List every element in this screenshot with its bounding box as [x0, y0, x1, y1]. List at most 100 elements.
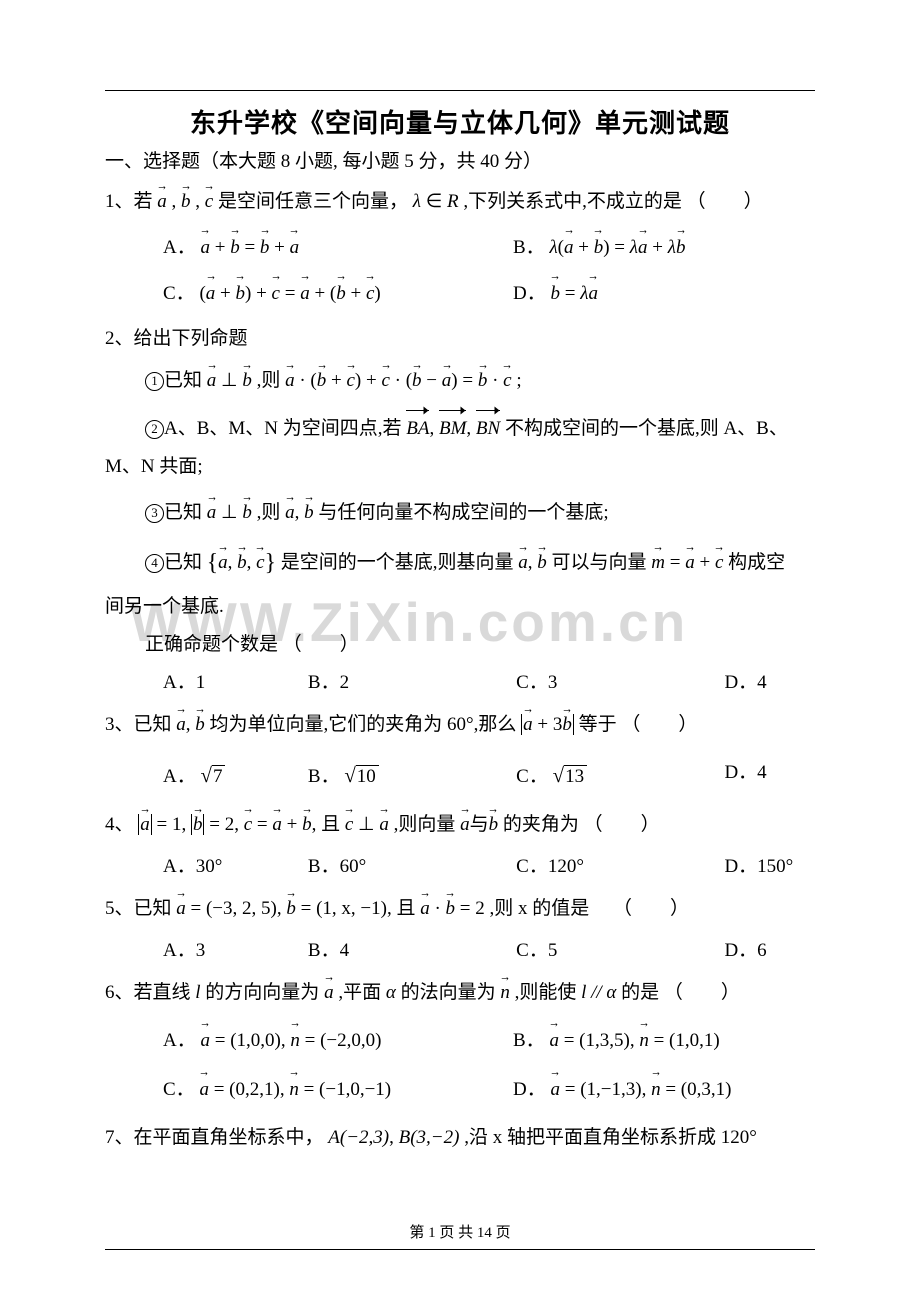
q3-opt-d: D．4 — [724, 748, 815, 802]
q2-p2-line2: M、N 共面; — [105, 448, 815, 486]
q1-mid: 是空间任意三个向量， — [218, 191, 408, 212]
q6-a-label: A． — [163, 1030, 196, 1051]
q4-opt-b: B．60° — [308, 848, 516, 886]
q5-opt-b: B．4 — [308, 932, 516, 970]
q6-mid2: ,平面 — [338, 982, 381, 1003]
q3-c-val: 13 — [564, 765, 587, 787]
q2-p4-mid1: 是空间的一个基底,则基向量 — [281, 552, 514, 573]
q3-mid1: 均为单位向量,它们的夹角为 60°,那么 — [210, 714, 517, 735]
q6-a-n: (−2,0,0) — [320, 1030, 381, 1051]
q1-row1: A． a + b = b + a B． λ(a + b) = λa + λb — [163, 225, 815, 271]
q6-c-n: (−1,0,−1) — [319, 1079, 391, 1100]
q7-prefix: 7、在平面直角坐标系中， — [105, 1127, 324, 1148]
q1-stem: 1、若 a , b , c 是空间任意三个向量， λ ∈ R ,下列关系式中,不… — [105, 183, 815, 221]
q3-options: A． √7 B． √10 C． √13 D．4 — [163, 748, 815, 802]
q5-b-coords: (1, x, −1) — [316, 898, 387, 919]
q7-A: A(−2,3) — [328, 1127, 389, 1148]
q2-p1: 1已知 a ⊥ b ,则 a · (b + c) + c · (b − a) =… — [145, 362, 815, 400]
q5-opt-a: A．3 — [163, 932, 308, 970]
q6-d-a: (1,−1,3) — [580, 1079, 641, 1100]
q1-b-label: B． — [513, 237, 545, 258]
q6-stem: 6、若直线 l 的方向向量为 a ,平面 α 的法向量为 n ,则能使 l //… — [105, 974, 815, 1012]
q2-p2: 2A、B、M、N 为空间四点,若 BA, BM, BN 不构成空间的一个基底,则… — [145, 410, 815, 448]
q1-opt-c: C． (a + b) + c = a + (b + c) — [163, 271, 513, 317]
q2-p3-mid: ,则 — [257, 502, 281, 523]
q3-tail: 等于 — [579, 714, 617, 735]
q6-opt-d: D． a = (1,−1,3), n = (0,3,1) — [513, 1065, 793, 1114]
q6-l: l — [195, 982, 200, 1003]
q2-opt-d: D．4 — [724, 664, 815, 702]
q6-alpha: α — [386, 982, 396, 1003]
q6-parallel: l // α — [581, 982, 616, 1003]
circled-3-icon: 3 — [145, 504, 164, 523]
q6-prefix: 6、若直线 — [105, 982, 191, 1003]
q1-a-label: A． — [163, 237, 196, 258]
q6-b-n: (1,0,1) — [669, 1030, 720, 1051]
q2-opt-b: B．2 — [308, 664, 516, 702]
q2-p2-prefix: A、B、M、N 为空间四点,若 — [164, 418, 402, 439]
q3-stem: 3、已知 a, b 均为单位向量,它们的夹角为 60°,那么 a + 3b 等于… — [105, 706, 815, 744]
q2-p4-line2: 间另一个基底. — [105, 588, 815, 626]
circled-1-icon: 1 — [145, 372, 164, 391]
q5-prefix: 5、已知 — [105, 898, 172, 919]
q1-d-label: D． — [513, 283, 546, 304]
q3-b-val: 10 — [356, 765, 379, 787]
q7-stem: 7、在平面直角坐标系中， A(−2,3), B(3,−2) ,沿 x 轴把平面直… — [105, 1119, 815, 1157]
q5-options: A．3 B．4 C．5 D．6 — [163, 932, 815, 970]
q6-d-n: (0,3,1) — [681, 1079, 732, 1100]
q2-p4: 4已知 {a, b, c} 是空间的一个基底,则基向量 a, b 可以与向量 m… — [145, 540, 815, 588]
q2-p3-tail: 与任何向量不构成空间的一个基底; — [318, 502, 608, 523]
q2-p1-tail: ; — [516, 370, 521, 391]
q2-p1-mid: ,则 — [257, 370, 281, 391]
q6-row1: A． a = (1,0,0), n = (−2,0,0) B． a = (1,3… — [163, 1016, 815, 1065]
q4-tail: 的夹角为 — [503, 814, 579, 835]
q4-opt-c: C．120° — [516, 848, 724, 886]
q5-opt-c: C．5 — [516, 932, 724, 970]
q6-mid1: 的方向向量为 — [205, 982, 319, 1003]
q5-a-coords: (−3, 2, 5) — [206, 898, 277, 919]
q3-opt-b: B． √10 — [308, 748, 516, 802]
q2-p4-prefix: 已知 — [164, 552, 202, 573]
q6-a-a: (1,0,0) — [230, 1030, 281, 1051]
circled-4-icon: 4 — [145, 554, 164, 573]
q1-suffix: ,下列关系式中,不成立的是 — [463, 191, 682, 212]
q1-opt-d: D． b = λa — [513, 271, 793, 317]
q1-blank: （ ） — [687, 191, 763, 212]
q2-p2-mid: 不构成空间的一个基底,则 A、B、 — [505, 418, 788, 439]
q2-p4-tail: 构成空 — [728, 552, 785, 573]
rule-top — [105, 90, 815, 91]
q6-row2: C． a = (0,2,1), n = (−1,0,−1) D． a = (1,… — [163, 1065, 815, 1114]
q7-tail: ,沿 x 轴把平面直角坐标系折成 120° — [464, 1127, 757, 1148]
q4-stem: 4、 a = 1, b = 2, c = a + b, 且 c ⊥ a ,则向量… — [105, 806, 815, 844]
q5-mid: 且 — [396, 898, 415, 919]
circled-2-icon: 2 — [145, 420, 164, 439]
q6-b-label: B． — [513, 1030, 545, 1051]
q6-d-label: D． — [513, 1079, 546, 1100]
q3-opt-a: A． √7 — [163, 748, 308, 802]
q2-ask: 正确命题个数是 （ ） — [145, 626, 815, 664]
q3-opt-c: C． √13 — [516, 748, 724, 802]
q7-B: B(3,−2) — [399, 1127, 460, 1148]
q6-c-label: C． — [163, 1079, 195, 1100]
q1-row2: C． (a + b) + c = a + (b + c) D． b = λa — [163, 271, 815, 317]
q3-a-label: A． — [163, 766, 196, 787]
page-title: 东升学校《空间向量与立体几何》单元测试题 — [105, 103, 815, 140]
q2-options: A．1 B．2 C．3 D．4 — [163, 664, 815, 702]
q5-blank: （ ） — [613, 898, 689, 919]
q4-mid2: ,则向量 — [394, 814, 456, 835]
q3-prefix: 3、已知 — [105, 714, 172, 735]
q1-prefix: 1、若 — [105, 191, 153, 212]
q3-b-label: B． — [308, 766, 340, 787]
q2-opt-c: C．3 — [516, 664, 724, 702]
q3-blank: （ ） — [621, 714, 697, 735]
page-footer: 第 1 页 共 14 页 — [0, 1221, 920, 1242]
q4-options: A．30° B．60° C．120° D．150° — [163, 848, 815, 886]
q3-a-val: 7 — [212, 765, 226, 787]
q6-mid3: 的法向量为 — [401, 982, 496, 1003]
q4-opt-d: D．150° — [724, 848, 815, 886]
q5-tail: ,则 x 的值是 — [490, 898, 590, 919]
q3-c-label: C． — [516, 766, 548, 787]
q2-p3: 3已知 a ⊥ b ,则 a, b 与任何向量不构成空间的一个基底; — [145, 494, 815, 532]
q5-dot: 2 — [475, 898, 485, 919]
q2-ask-text: 正确命题个数是 — [145, 634, 278, 655]
